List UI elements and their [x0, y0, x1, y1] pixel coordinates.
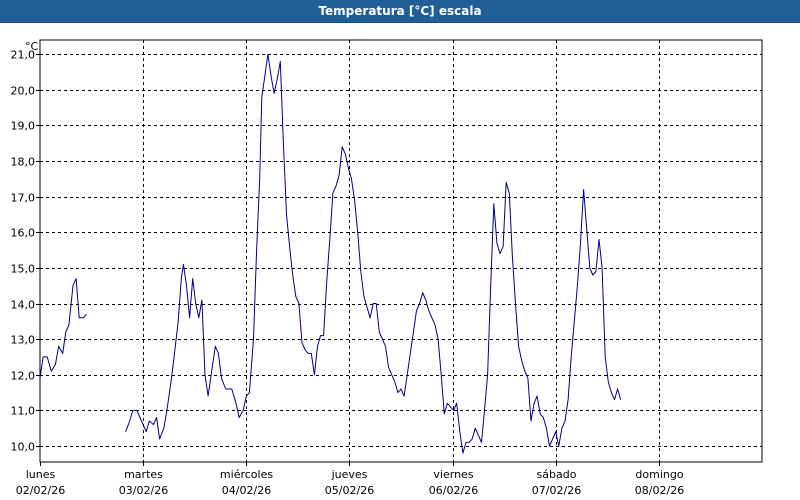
y-tick-label: 18,0: [11, 156, 36, 169]
x-tick-date: 02/02/26: [16, 484, 65, 497]
plot-area: [39, 39, 763, 463]
window-title: Temperatura [°C] escala: [318, 4, 482, 18]
y-axis-ticks: 10,0 11,0 12,0 13,0 14,0 15,0 16,0 17,0 18,0 19,0…: [11, 49, 40, 454]
y-tick-label: 15,0: [11, 263, 36, 276]
grid-lines: [40, 40, 762, 462]
temperature-series-line: [39, 278, 87, 379]
x-tick-date: 05/02/26: [325, 484, 374, 497]
y-tick-label: 13,0: [11, 334, 36, 347]
x-tick-day: sábado: [537, 468, 577, 481]
y-tick-label: 20,0: [11, 85, 36, 98]
x-tick-date: 03/02/26: [119, 484, 168, 497]
y-tick-label: 14,0: [11, 299, 36, 312]
x-tick-date: 04/02/26: [222, 484, 271, 497]
x-tick-day: miércoles: [220, 468, 273, 481]
y-tick-label: 21,0: [11, 49, 36, 62]
x-tick-day: jueves: [331, 468, 368, 481]
y-tick-label: 12,0: [11, 370, 36, 383]
x-tick-day: lunes: [26, 468, 56, 481]
temperature-lines: [39, 53, 622, 454]
x-tick-date: 08/02/26: [635, 484, 684, 497]
y-tick-label: 19,0: [11, 120, 36, 133]
y-tick-label: 11,0: [11, 405, 36, 418]
y-tick-label: 16,0: [11, 227, 36, 240]
x-tick-date: 06/02/26: [429, 484, 478, 497]
x-axis-ticks: lunes 02/02/26 martes 03/02/26 miércoles 04/0…: [16, 462, 684, 497]
temperature-chart: °C 10,011,012,013,014,015,016,017,018,01…: [11, 39, 763, 497]
window-title-bar: Temperatura [°C] escala: [0, 0, 800, 23]
x-tick-day: viernes: [433, 468, 473, 481]
x-tick-day: martes: [124, 468, 163, 481]
y-axis-unit: °C: [25, 40, 39, 53]
x-tick-day: domingo: [635, 468, 683, 481]
y-tick-label: 10,0: [11, 441, 36, 454]
y-tick-label: 17,0: [11, 192, 36, 205]
x-tick-date: 07/02/26: [532, 484, 581, 497]
temperature-series-line: [125, 53, 622, 454]
